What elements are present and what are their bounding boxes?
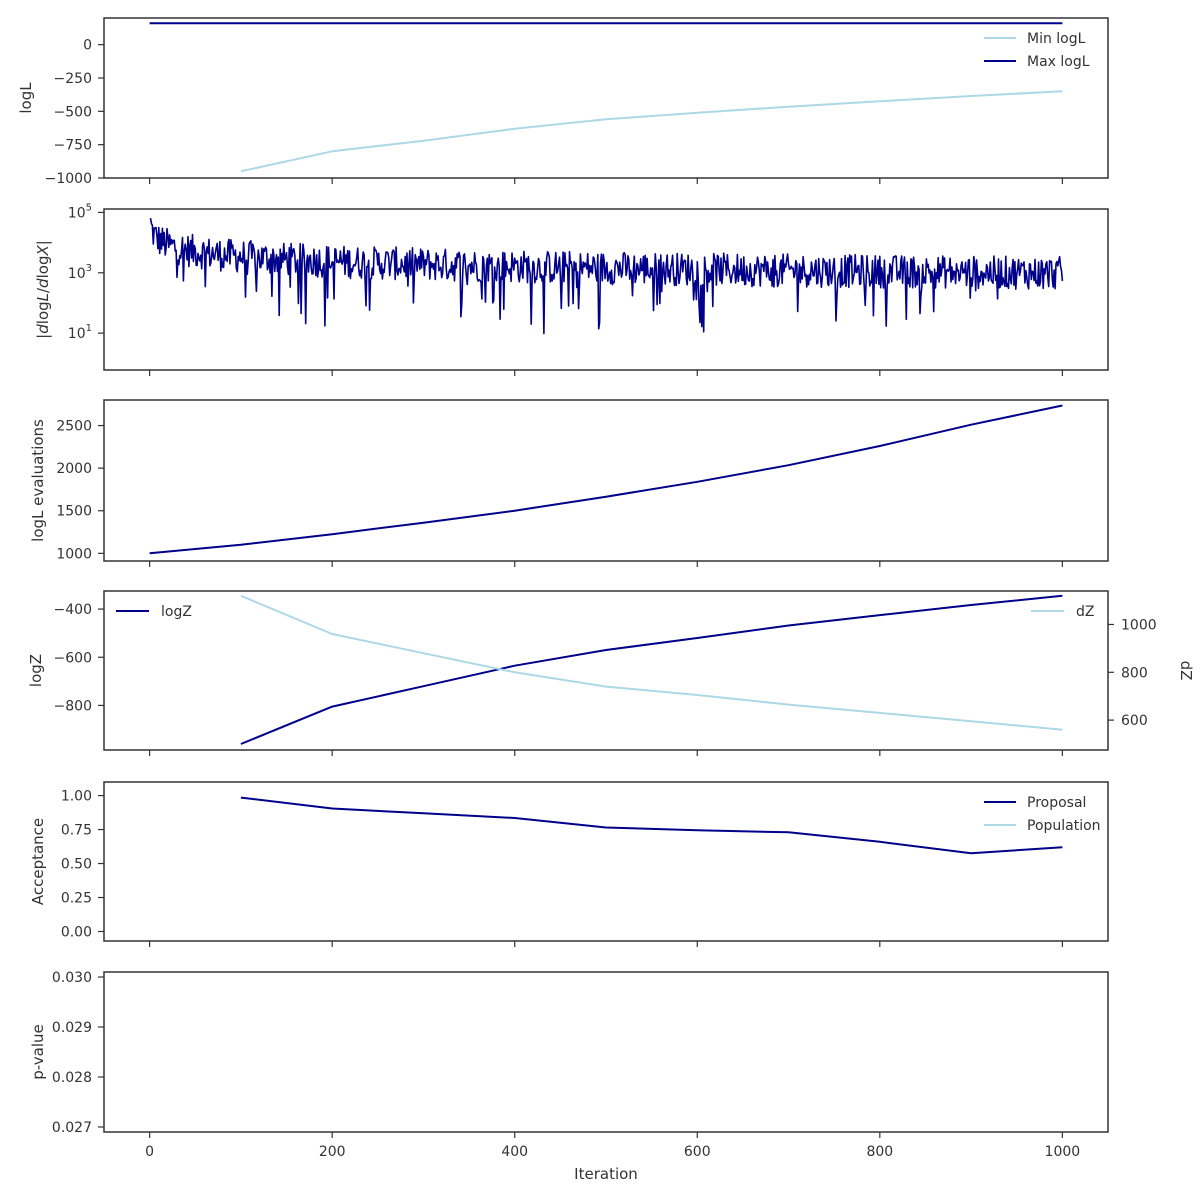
legend: logZ [116,604,192,620]
axes-frame [103,971,1109,1133]
y-axis-label-part: d [34,278,52,288]
y-tick-base: 10 [68,326,86,342]
y-tick-label: 2000 [56,461,92,477]
series-line-min-logl [240,90,1063,173]
series-line-dz [240,594,1063,731]
legend-label: logZ [161,604,192,620]
y-axis-label: logL [17,82,35,114]
y-tick-label: −500 [54,104,92,120]
y-tick-exponent: 3 [86,263,92,274]
legend: Proposal Population [984,795,1101,834]
y-axis-label-part: | [34,334,52,339]
series-line-main [149,404,1063,555]
y-tick-exponent: 5 [86,202,92,213]
y-axis-label: Acceptance [29,818,47,905]
axes-frame [103,399,1109,562]
y-axis-label: |dlogL/dlogX| [34,240,52,339]
y-tick-label: 0.030 [52,970,92,986]
legend: Min logL Max logL [984,31,1090,70]
panel-1: 0 −250 −500 −750 −1000 logL Min logL Max logL [17,17,1109,187]
y-tick-label: 1500 [56,504,92,520]
y-axis-label-part: L [34,293,52,301]
y-tick-label: 2500 [56,419,92,435]
panel-4: −400 −600 −800 logZ 600 800 1000 dZ logZ dZ [27,590,1195,756]
y-tick-label: 0.75 [61,823,92,839]
panel-6: 0 200 400 600 800 1000 0.027 0.028 0.029 0.030 p-v… [29,970,1109,1160]
panel-5: 0.00 0.25 0.50 0.75 1.00 Acceptance Proposal Po… [29,781,1109,947]
x-tick-label: 400 [501,1144,528,1160]
legend-label: Min logL [1027,31,1086,47]
y-axis-label: logZ [27,654,45,687]
y-axis-label-part: / [34,287,52,293]
series-line-logz [240,594,1063,745]
axes-frame [103,208,1109,371]
y-tick-exponent: 1 [86,323,92,334]
y-axis-label-part: d [34,324,52,334]
y-tick-label: 1000 [56,546,92,562]
legend-right: dZ [1031,604,1094,620]
x-tick-label: 600 [684,1144,711,1160]
series-line-main [149,217,1064,335]
x-tick-label: 1000 [1045,1144,1081,1160]
y-tick-label: −600 [54,650,92,666]
y-tick-label: −800 [54,698,92,714]
y-right-tick-label: 800 [1121,665,1148,681]
y-tick-label: 0.00 [61,924,92,940]
y-tick-label: 0 [83,38,92,54]
y-tick-label: 0.029 [52,1020,92,1036]
y-tick-label: 0.50 [61,857,92,873]
y-tick-label: 1.00 [61,789,92,805]
y-right-tick-label: 600 [1121,713,1148,729]
legend-label: Population [1027,818,1101,834]
y-tick-label: −750 [54,138,92,154]
y-tick-label: 0.028 [52,1070,92,1086]
y-tick-label: 103 [68,263,92,282]
series-line-proposal [240,796,1063,855]
y-tick-base: 10 [68,266,86,282]
y-right-tick-label: 1000 [1121,617,1157,633]
x-tick-label: 800 [866,1144,893,1160]
y-tick-label: −1000 [45,171,92,187]
y-axis-label-part: X [34,245,52,257]
y-tick-label: 105 [68,202,92,221]
y-axis-label-part: log [34,256,52,279]
y-tick-base: 10 [68,205,86,221]
x-axis-label: Iteration [574,1165,638,1183]
axes-frame [103,781,1109,942]
y-axis-label: p-value [29,1024,47,1080]
x-tick-label: 200 [319,1144,346,1160]
panel-3: 1000 1500 2000 2500 logL evaluations [29,399,1109,567]
y-axis-label-part: | [34,240,52,245]
y-tick-label: −250 [54,71,92,87]
axes-frame [103,17,1109,179]
y-tick-label: −400 [54,602,92,618]
axes-frame [103,590,1109,751]
y-tick-label: 0.027 [52,1120,92,1136]
legend-label: dZ [1076,604,1094,620]
legend-label: Proposal [1027,795,1086,811]
y-tick-label: 0.25 [61,891,92,907]
y-axis-label: logL evaluations [29,419,47,542]
y-axis-label-part: log [34,301,52,324]
y-tick-label: 101 [68,323,92,342]
legend-label: Max logL [1027,54,1090,70]
y-right-axis-label: dZ [1177,661,1195,681]
x-tick-label: 0 [145,1144,154,1160]
